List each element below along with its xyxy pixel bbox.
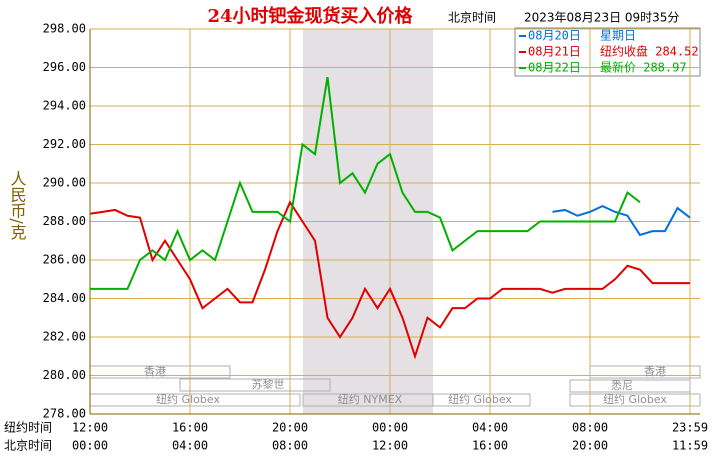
price-line bbox=[90, 76, 641, 290]
timestamp: 2023年08月23日 09时35分 bbox=[524, 11, 679, 25]
x-tick-label: 04:00 bbox=[472, 421, 508, 435]
legend-note: 最新价 288.97 bbox=[600, 60, 687, 75]
session-label: 苏黎世 bbox=[252, 377, 285, 391]
y-tick-label: 292.00 bbox=[43, 137, 86, 151]
session-label: 纽约 Globex bbox=[448, 392, 512, 406]
y-axis-label: 人民币/克 bbox=[8, 170, 27, 240]
x-tick-label-beijing: 20:00 bbox=[572, 439, 608, 453]
y-tick-label: 296.00 bbox=[43, 60, 86, 74]
legend-note: 纽约收盘 284.52 bbox=[600, 44, 699, 59]
x-tick-label-beijing: 16:00 bbox=[472, 439, 508, 453]
session-box bbox=[179, 378, 331, 392]
session-label: 香港 bbox=[144, 365, 166, 378]
x-tick-label: 08:00 bbox=[572, 421, 608, 435]
session-label: 香港 bbox=[644, 365, 666, 378]
legend-name: 08月20日 bbox=[528, 29, 581, 43]
session-box bbox=[569, 393, 701, 407]
session-label: 纽约 NYMEX bbox=[338, 392, 403, 406]
session-box bbox=[569, 379, 691, 393]
time-label: 北京时间 bbox=[448, 11, 496, 25]
y-tick-label: 278.00 bbox=[43, 407, 86, 421]
legend-name: 08月22日 bbox=[528, 61, 581, 75]
x-tick-label-beijing: 04:00 bbox=[172, 439, 208, 453]
x-row-label: 北京时间 bbox=[4, 439, 52, 453]
session-box bbox=[432, 393, 531, 407]
y-tick-label: 288.00 bbox=[43, 214, 86, 228]
x-tick-label: 12:00 bbox=[72, 421, 108, 435]
y-tick-label: 280.00 bbox=[43, 368, 86, 382]
y-tick-label: 284.00 bbox=[43, 291, 86, 305]
price-line bbox=[552, 204, 691, 237]
session-box bbox=[589, 365, 701, 379]
x-tick-label: 20:00 bbox=[272, 421, 308, 435]
y-tick-label: 286.00 bbox=[43, 253, 86, 267]
y-tick-label: 290.00 bbox=[43, 176, 86, 190]
session-label: 纽约 Globex bbox=[603, 392, 667, 406]
y-tick-label: 294.00 bbox=[43, 99, 86, 113]
x-tick-label-beijing: 08:00 bbox=[272, 439, 308, 453]
price-line bbox=[89, 200, 690, 360]
x-tick-label: 00:00 bbox=[372, 421, 408, 435]
chart-title: 24小时钯金现货买入价格 bbox=[207, 5, 413, 27]
session-label: 纽约 Globex bbox=[156, 392, 220, 406]
y-tick-label: 282.00 bbox=[43, 330, 86, 344]
legend-name: 08月21日 bbox=[528, 45, 581, 59]
session-label: 悉尼 bbox=[611, 379, 633, 392]
x-tick-label-beijing: 00:00 bbox=[72, 439, 108, 453]
x-row-label: 纽约时间 bbox=[4, 420, 52, 435]
x-tick-label: 23:59 bbox=[672, 421, 708, 435]
y-tick-label: 298.00 bbox=[43, 22, 86, 36]
legend-note: 星期日 bbox=[600, 29, 636, 43]
x-tick-label-beijing: 11:59 bbox=[672, 439, 708, 453]
x-tick-label: 16:00 bbox=[172, 421, 208, 435]
x-tick-label-beijing: 12:00 bbox=[372, 439, 408, 453]
